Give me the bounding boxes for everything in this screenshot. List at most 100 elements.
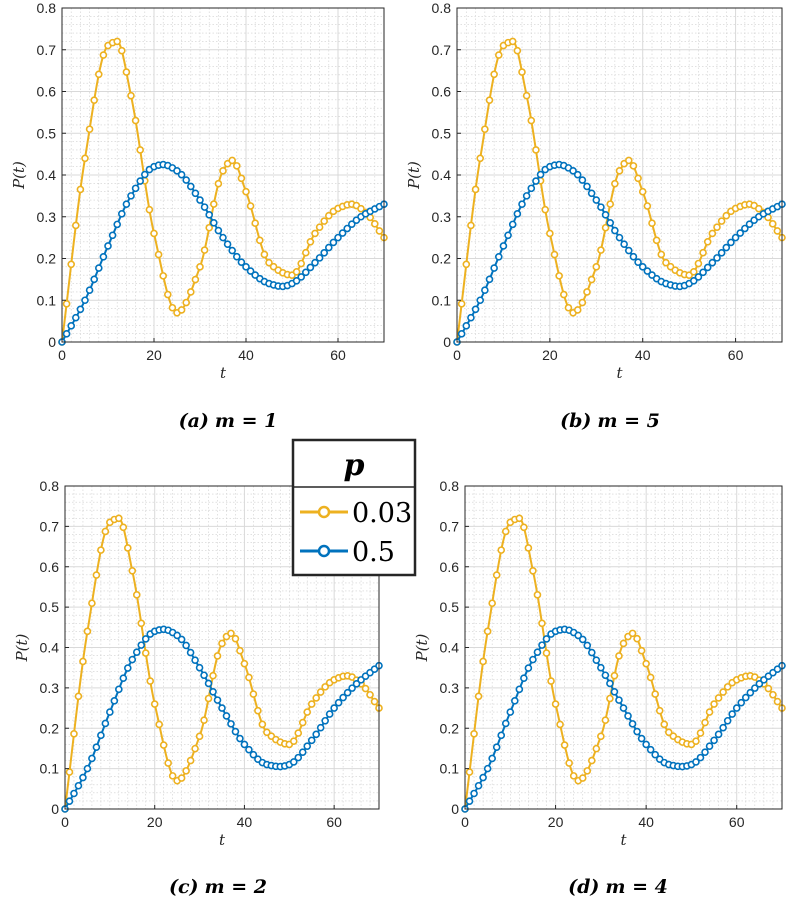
data-point-0.03 <box>532 146 540 154</box>
data-point-0.03 <box>508 37 517 46</box>
data-point-0.03 <box>524 544 533 552</box>
data-point-0.5 <box>527 184 536 193</box>
data-point-0.03 <box>177 306 186 314</box>
data-point-0.5 <box>173 167 181 175</box>
data-point-0.5 <box>74 781 83 790</box>
data-point-0.5 <box>352 680 361 688</box>
data-point-0.03 <box>471 185 480 194</box>
data-point-0.03 <box>74 692 83 701</box>
data-point-0.5 <box>642 740 650 749</box>
data-point-0.03 <box>662 258 670 267</box>
y-tick-label: 0.8 <box>40 478 60 494</box>
data-point-0.5 <box>620 240 628 248</box>
data-point-0.5 <box>710 736 718 745</box>
data-point-0.03 <box>83 627 92 636</box>
data-point-0.03 <box>233 162 241 170</box>
data-point-0.5 <box>334 698 343 707</box>
x-tick-label: 40 <box>635 347 651 363</box>
data-point-0.5 <box>88 754 96 763</box>
data-point-0.5 <box>72 313 80 322</box>
data-point-0.03 <box>150 229 158 238</box>
data-point-0.03 <box>660 720 669 729</box>
data-point-0.03 <box>628 629 637 638</box>
data-point-0.03 <box>186 756 195 765</box>
data-point-0.03 <box>481 125 489 134</box>
data-point-0.03 <box>209 671 217 680</box>
data-point-0.03 <box>65 768 74 776</box>
data-point-0.03 <box>723 683 732 691</box>
data-point-0.03 <box>177 774 186 782</box>
data-point-0.5 <box>646 745 655 754</box>
data-point-0.5 <box>587 648 596 657</box>
data-point-0.03 <box>564 303 573 312</box>
data-point-0.5 <box>476 296 485 305</box>
data-point-0.03 <box>127 91 135 100</box>
y-tick-label: 0.2 <box>432 251 452 267</box>
data-point-0.5 <box>492 743 501 751</box>
caption-equation: m = 1 <box>215 410 277 432</box>
data-point-0.03 <box>315 223 324 231</box>
data-point-0.5 <box>538 641 546 649</box>
data-point-0.5 <box>722 243 731 252</box>
data-point-0.5 <box>728 710 736 718</box>
data-point-0.03 <box>597 246 605 254</box>
y-tick-label: 0.4 <box>440 640 460 656</box>
data-point-0.5 <box>714 730 723 739</box>
legend-title: p <box>344 448 365 483</box>
data-point-0.5 <box>606 219 615 227</box>
data-point-0.5 <box>307 736 316 745</box>
data-point-0.03 <box>303 708 312 716</box>
data-point-0.5 <box>329 238 338 247</box>
data-point-0.03 <box>643 202 652 210</box>
caption-equation: m = 2 <box>205 876 267 898</box>
data-point-0.5 <box>182 176 190 184</box>
data-point-0.5 <box>209 687 217 696</box>
data-point-0.03 <box>457 300 466 308</box>
data-point-0.03 <box>312 694 321 702</box>
subplot-caption: (d) m = 4 <box>568 876 668 898</box>
data-point-0.03 <box>701 718 709 727</box>
data-point-0.03 <box>578 298 587 307</box>
data-point-0.5 <box>62 330 71 338</box>
data-point-0.5 <box>316 723 325 732</box>
caption-letter: (b) <box>560 410 591 432</box>
data-point-0.5 <box>249 750 258 759</box>
data-point-0.03 <box>708 229 717 238</box>
y-tick-label: 0 <box>443 334 451 350</box>
data-point-0.03 <box>569 772 578 780</box>
data-point-0.03 <box>638 187 647 196</box>
data-point-0.03 <box>132 591 141 599</box>
x-axis-label: t <box>220 364 227 382</box>
data-point-0.03 <box>651 690 660 698</box>
data-point-0.03 <box>624 156 633 165</box>
data-point-0.5 <box>67 322 75 330</box>
data-point-0.5 <box>745 220 754 228</box>
data-point-0.03 <box>200 246 209 254</box>
data-point-0.03 <box>218 639 226 648</box>
data-point-0.03 <box>294 729 303 737</box>
data-point-0.5 <box>578 176 587 184</box>
data-point-0.03 <box>301 248 310 257</box>
data-point-0.03 <box>92 571 101 579</box>
caption-equation: m = 5 <box>597 410 659 432</box>
data-point-0.03 <box>629 162 638 170</box>
data-point-0.03 <box>72 221 80 230</box>
data-point-0.03 <box>485 96 494 104</box>
data-point-0.03 <box>474 692 483 701</box>
data-point-0.03 <box>195 732 204 741</box>
data-point-0.5 <box>578 635 587 644</box>
y-tick-label: 0.1 <box>440 761 460 777</box>
y-tick-label: 0 <box>48 334 56 350</box>
data-point-0.5 <box>99 252 108 261</box>
data-point-0.03 <box>714 694 723 702</box>
data-point-0.5 <box>219 233 227 242</box>
data-point-0.5 <box>474 781 483 790</box>
data-point-0.03 <box>254 706 262 715</box>
legend-marker-0.5 <box>317 544 331 558</box>
data-point-0.03 <box>587 275 596 284</box>
data-point-0.5 <box>204 679 213 688</box>
data-point-0.03 <box>664 728 673 737</box>
data-point-0.5 <box>518 200 526 208</box>
data-point-0.5 <box>638 263 647 271</box>
data-point-0.5 <box>611 226 619 235</box>
